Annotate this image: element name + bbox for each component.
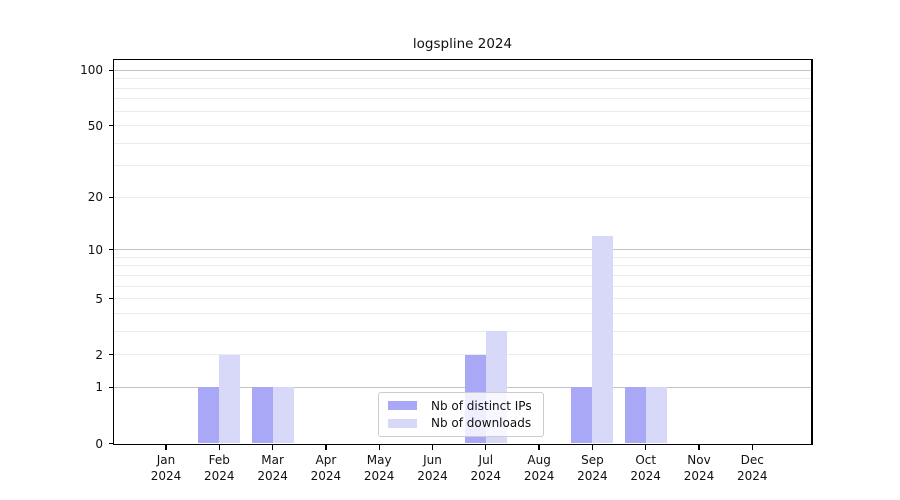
bar-mar-downloads bbox=[272, 387, 294, 444]
x-tick-mark bbox=[485, 445, 487, 450]
minor-gridline bbox=[114, 256, 811, 258]
x-tick-label-jul: Jul 2024 bbox=[458, 452, 514, 485]
y-tick-mark bbox=[109, 196, 114, 198]
minor-gridline bbox=[114, 354, 811, 356]
x-tick-year: 2024 bbox=[470, 469, 502, 483]
y-axis-line bbox=[112, 58, 114, 445]
x-tick-mark bbox=[698, 445, 700, 450]
x-tick-label-apr: Apr 2024 bbox=[298, 452, 354, 485]
chart-title: logspline 2024 bbox=[412, 36, 513, 52]
legend-label-distinct-ips: Nb of distinct IPs bbox=[431, 398, 532, 413]
legend: Nb of distinct IPs Nb of downloads bbox=[378, 392, 544, 437]
top-spine bbox=[112, 58, 813, 60]
x-tick-year: 2024 bbox=[150, 469, 182, 483]
x-tick-label-aug: Aug 2024 bbox=[511, 452, 567, 485]
x-tick-mark bbox=[751, 445, 753, 450]
minor-gridline bbox=[114, 78, 811, 80]
minor-gridline bbox=[114, 196, 811, 198]
y-tick-label: 2 bbox=[95, 347, 103, 362]
y-tick-label: 100 bbox=[80, 63, 103, 78]
bar-feb-downloads bbox=[219, 354, 241, 444]
x-tick-year: 2024 bbox=[257, 469, 288, 483]
y-tick-label: 20 bbox=[87, 190, 103, 205]
major-gridline bbox=[114, 386, 811, 388]
x-tick-mark bbox=[645, 445, 647, 450]
legend-item-distinct-ips: Nb of distinct IPs bbox=[388, 397, 535, 414]
x-tick-mark bbox=[325, 445, 327, 450]
x-tick-year: 2024 bbox=[363, 469, 395, 483]
y-tick-mark bbox=[109, 124, 114, 127]
bar-mar-distinct-ips bbox=[251, 387, 273, 444]
x-tick-mark bbox=[218, 445, 220, 450]
x-tick-label-dec: Dec 2024 bbox=[724, 452, 780, 485]
minor-gridline bbox=[114, 285, 811, 287]
y-tick-mark bbox=[109, 248, 114, 251]
y-tick-mark bbox=[109, 69, 114, 71]
y-tick-mark bbox=[109, 386, 114, 389]
minor-gridline bbox=[114, 98, 811, 100]
x-tick-year: 2024 bbox=[204, 469, 235, 483]
y-tick-label: 0 bbox=[95, 436, 103, 451]
y-tick-label: 10 bbox=[87, 242, 103, 257]
x-tick-mark bbox=[378, 445, 380, 450]
y-tick-mark bbox=[109, 297, 114, 300]
x-tick-mark bbox=[538, 445, 540, 450]
x-tick-year: 2024 bbox=[523, 469, 555, 483]
legend-swatch-distinct-ips-icon bbox=[388, 401, 417, 411]
x-tick-label-jun: Jun 2024 bbox=[405, 452, 461, 485]
y-tick-mark bbox=[109, 353, 114, 356]
minor-gridline bbox=[114, 274, 811, 276]
x-tick-mark bbox=[165, 445, 167, 450]
x-tick-year: 2024 bbox=[737, 469, 768, 483]
y-tick-label: 50 bbox=[87, 118, 103, 133]
legend-swatch-downloads-icon bbox=[388, 418, 417, 428]
legend-label-downloads: Nb of downloads bbox=[431, 416, 532, 431]
x-tick-year: 2024 bbox=[630, 469, 661, 483]
minor-gridline bbox=[114, 87, 811, 89]
x-tick-mark bbox=[431, 445, 434, 450]
x-tick-label-feb: Feb 2024 bbox=[191, 452, 247, 485]
minor-gridline bbox=[114, 142, 811, 144]
x-tick-label-sep: Sep 2024 bbox=[564, 452, 620, 485]
x-axis-line bbox=[112, 443, 813, 445]
x-tick-label-mar: Mar 2024 bbox=[245, 452, 301, 485]
minor-gridline bbox=[114, 110, 811, 112]
bar-oct-downloads bbox=[645, 387, 667, 444]
minor-gridline bbox=[114, 165, 811, 167]
major-gridline bbox=[114, 69, 811, 71]
minor-gridline bbox=[114, 312, 811, 314]
right-spine bbox=[811, 58, 813, 445]
x-tick-year: 2024 bbox=[417, 469, 448, 483]
x-tick-year: 2024 bbox=[310, 469, 342, 483]
minor-gridline bbox=[114, 125, 811, 127]
y-tick-label: 1 bbox=[95, 380, 103, 395]
bar-sep-downloads bbox=[592, 236, 614, 444]
minor-gridline bbox=[114, 330, 811, 332]
x-tick-label-jan: Jan 2024 bbox=[138, 452, 194, 485]
bar-feb-distinct-ips bbox=[198, 387, 220, 444]
x-tick-label-oct: Oct 2024 bbox=[618, 452, 674, 485]
legend-item-downloads: Nb of downloads bbox=[388, 415, 535, 432]
x-tick-mark bbox=[271, 445, 274, 450]
major-gridline bbox=[114, 249, 811, 251]
minor-gridline bbox=[114, 265, 811, 267]
x-tick-label-may: May 2024 bbox=[351, 452, 407, 485]
bar-sep-distinct-ips bbox=[571, 387, 593, 444]
minor-gridline bbox=[114, 298, 811, 300]
x-tick-year: 2024 bbox=[683, 469, 715, 483]
x-tick-year: 2024 bbox=[577, 469, 608, 483]
bar-oct-distinct-ips bbox=[624, 387, 646, 444]
y-tick-label: 5 bbox=[95, 291, 103, 306]
x-tick-mark bbox=[591, 445, 594, 450]
y-tick-mark bbox=[109, 442, 114, 445]
x-tick-label-nov: Nov 2024 bbox=[671, 452, 727, 485]
